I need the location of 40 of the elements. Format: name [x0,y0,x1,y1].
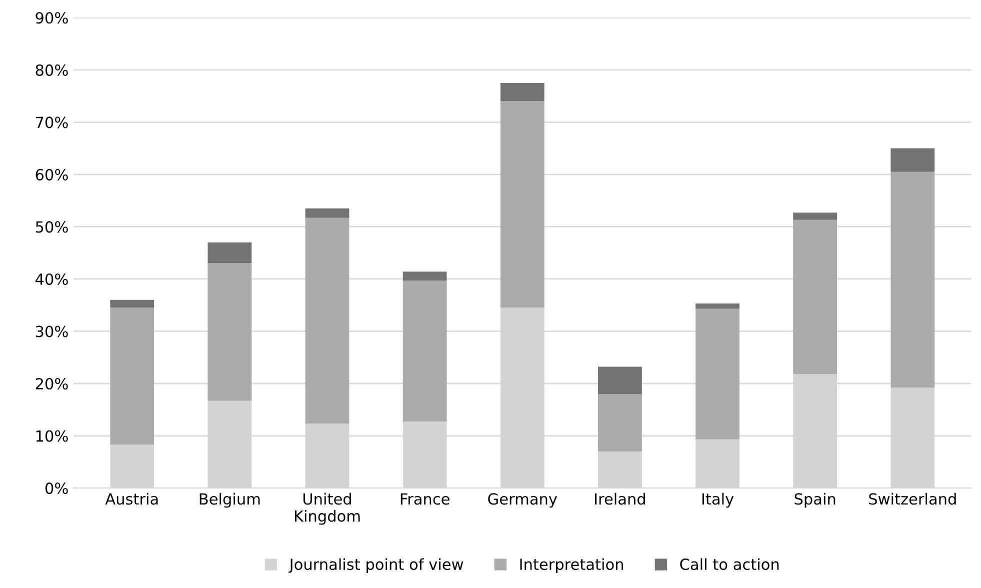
x-tick-label: Italy [702,492,734,508]
x-tick-label: Switzerland [869,492,956,505]
bar [500,82,544,102]
x-tick-label: Ireland [595,492,645,505]
y-tick-label: 0% [45,482,68,494]
bar [305,208,350,218]
bar [793,212,838,220]
bar [598,366,642,394]
x-tick-label: United Kingdom [294,492,360,525]
y-tick-label: 50% [36,221,68,233]
bar [500,101,544,308]
bar [208,263,252,401]
legend-label: Call to action [680,558,779,570]
x-tick-label: Austria [105,492,158,505]
y-tick-label: 90% [36,12,68,24]
bar [110,300,154,308]
bar [110,308,154,445]
y-tick-label: 30% [36,326,68,338]
legend-label: Journalist point of view [288,558,464,574]
x-tick-label: France [400,493,450,505]
y-tick-label: 70% [36,116,68,128]
bar [598,394,642,452]
y-tick-label: 20% [36,378,68,390]
x-tick-label: Belgium [200,492,260,508]
x-tick-label: Spain [794,492,836,508]
bar [208,242,252,264]
x-tick-label: Germany [488,493,558,508]
bar [793,220,838,374]
bar [696,308,740,440]
bar [696,304,740,309]
bar [305,218,350,424]
y-tick-label: 60% [36,168,68,180]
y-tick-label: 80% [36,64,68,76]
bar [402,272,447,281]
bar [402,280,447,422]
y-tick-label: 10% [36,430,68,442]
bar [890,148,935,172]
bar [890,172,935,388]
legend-label: Interpretation [520,558,623,574]
y-tick-label: 40% [36,273,68,285]
